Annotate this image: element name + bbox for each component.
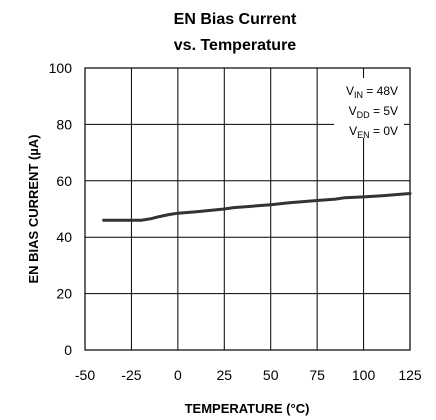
annotation-line: VEN = 0V	[349, 124, 398, 140]
x-tick-label: 125	[398, 367, 422, 383]
series-line	[102, 192, 412, 222]
x-tick-label: 25	[216, 367, 232, 383]
chart-title-line2: vs. Temperature	[174, 37, 297, 54]
x-tick-label: 50	[263, 367, 279, 383]
y-tick-labels: 0 20 40 60 80 100	[49, 60, 73, 358]
y-tick-label: 60	[56, 173, 72, 189]
x-tick-labels: -50 -25 0 25 50 75 100 125	[75, 367, 422, 383]
x-tick-label: -50	[75, 367, 95, 383]
y-tick-label: 20	[56, 286, 72, 302]
conditions-annotation: VIN = 48V VDD = 5V VEN = 0V	[346, 84, 398, 140]
annotation-box	[334, 78, 404, 138]
annotation-line: VIN = 48V	[346, 84, 398, 100]
x-tick-label: 75	[309, 367, 325, 383]
y-tick-label: 40	[56, 229, 72, 245]
plot-frame	[84, 67, 411, 351]
y-tick-label: 100	[49, 60, 73, 76]
x-tick-label: 100	[352, 367, 376, 383]
series-layer	[102, 192, 412, 222]
annotation-line: VDD = 5V	[349, 104, 398, 120]
chart-title-line1: EN Bias Current	[174, 11, 297, 28]
x-tick-label: -25	[121, 367, 141, 383]
x-tick-label: 0	[174, 367, 182, 383]
y-tick-label: 80	[56, 116, 72, 132]
y-axis-label: EN BIAS CURRENT (µA)	[26, 134, 41, 283]
y-tick-label: 0	[64, 342, 72, 358]
x-axis-label: TEMPERATURE (°C)	[185, 401, 310, 416]
